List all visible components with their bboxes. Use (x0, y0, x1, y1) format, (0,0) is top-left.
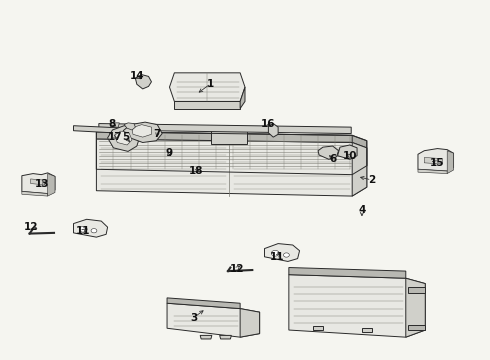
Polygon shape (48, 174, 55, 196)
Polygon shape (108, 126, 140, 152)
Polygon shape (289, 275, 425, 337)
Text: 12: 12 (24, 222, 38, 232)
Text: 1: 1 (207, 78, 215, 89)
Text: 14: 14 (129, 71, 144, 81)
Text: 6: 6 (329, 154, 336, 163)
Polygon shape (30, 179, 43, 185)
Text: 11: 11 (270, 252, 284, 262)
Polygon shape (132, 125, 151, 137)
Text: 17: 17 (108, 132, 122, 142)
Polygon shape (74, 126, 127, 134)
Polygon shape (174, 102, 240, 109)
Polygon shape (362, 328, 372, 332)
Polygon shape (418, 169, 447, 174)
Polygon shape (265, 244, 299, 261)
Polygon shape (74, 219, 108, 237)
Polygon shape (115, 131, 132, 145)
Polygon shape (408, 287, 425, 293)
Circle shape (271, 250, 279, 256)
Polygon shape (352, 143, 367, 196)
Text: 5: 5 (122, 132, 129, 142)
Text: 9: 9 (166, 148, 173, 158)
Polygon shape (408, 325, 425, 330)
Polygon shape (418, 149, 454, 171)
Polygon shape (167, 298, 240, 309)
Polygon shape (170, 73, 245, 102)
Text: 7: 7 (153, 129, 161, 139)
Polygon shape (447, 151, 454, 174)
Text: 18: 18 (189, 166, 203, 176)
Text: 4: 4 (358, 205, 366, 215)
Polygon shape (22, 173, 55, 194)
Polygon shape (313, 327, 323, 330)
Polygon shape (240, 309, 260, 337)
Circle shape (284, 253, 289, 257)
Text: 3: 3 (190, 312, 197, 323)
Text: 12: 12 (229, 264, 244, 274)
Polygon shape (97, 139, 367, 196)
Polygon shape (211, 130, 247, 144)
Polygon shape (97, 132, 352, 143)
Polygon shape (110, 123, 119, 127)
Text: 16: 16 (261, 118, 276, 129)
Polygon shape (406, 278, 425, 337)
Polygon shape (338, 145, 357, 159)
Polygon shape (318, 146, 339, 159)
Circle shape (79, 226, 87, 232)
Polygon shape (289, 267, 406, 278)
Polygon shape (167, 303, 260, 337)
Text: 8: 8 (109, 118, 116, 129)
Text: 10: 10 (343, 151, 357, 161)
Text: 11: 11 (76, 226, 91, 236)
Polygon shape (123, 122, 162, 143)
Polygon shape (124, 123, 135, 130)
Text: 2: 2 (368, 175, 375, 185)
Circle shape (91, 229, 97, 233)
Polygon shape (97, 132, 367, 175)
Polygon shape (269, 123, 278, 137)
Polygon shape (424, 157, 442, 164)
Text: 13: 13 (35, 179, 49, 189)
Polygon shape (240, 87, 245, 109)
Polygon shape (220, 336, 231, 339)
Polygon shape (200, 336, 212, 339)
Polygon shape (135, 75, 151, 89)
Polygon shape (22, 192, 48, 196)
Text: 15: 15 (430, 158, 445, 168)
Polygon shape (99, 123, 351, 134)
